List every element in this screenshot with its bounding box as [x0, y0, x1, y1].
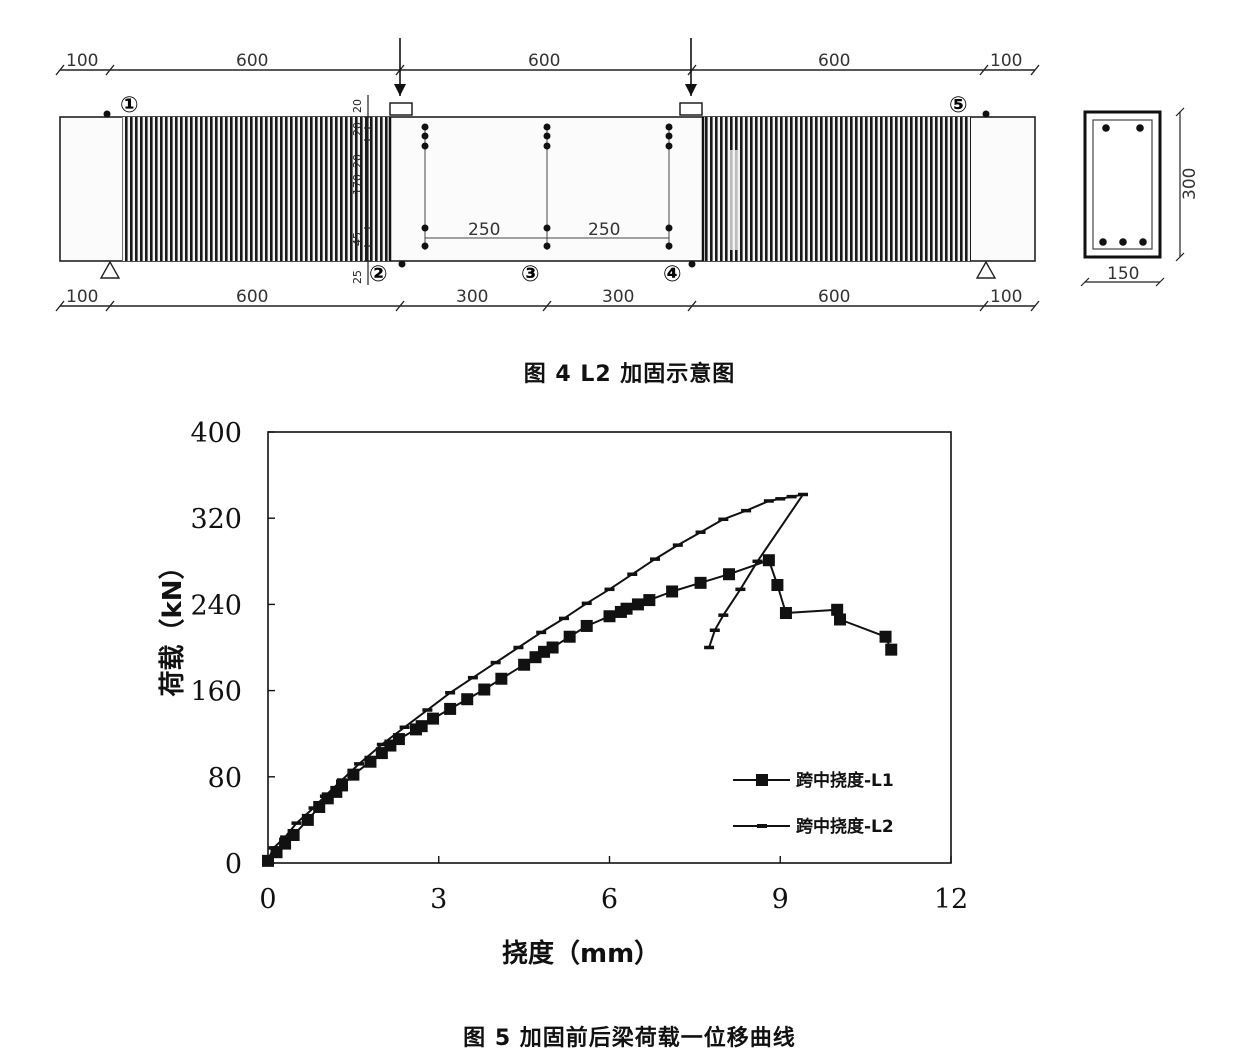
point-label-3: ③	[521, 262, 540, 287]
vdim-6: 25	[351, 270, 364, 284]
bottom-dim-1: 100	[66, 287, 98, 307]
y-tick-label: 320	[190, 504, 242, 535]
l1-point	[347, 768, 360, 781]
point-label-5: ⑤	[949, 93, 968, 118]
l1-point	[580, 619, 593, 632]
l1-point	[287, 828, 300, 841]
x-tick-label: 12	[934, 884, 968, 915]
strain-gauge-dots	[103, 110, 990, 268]
l1-point	[301, 813, 314, 826]
plot-frame	[267, 431, 952, 864]
bottom-dim-3: 300	[456, 287, 488, 307]
vdim-3: 170	[351, 174, 364, 195]
top-dim-4: 600	[818, 51, 850, 71]
l1-point	[771, 579, 784, 592]
l1-point	[335, 779, 348, 792]
l1-point	[392, 733, 405, 746]
l1-point	[779, 607, 792, 620]
y-tick-label: 400	[190, 418, 242, 449]
y-tick-label: 0	[225, 849, 242, 880]
support-right	[975, 260, 997, 279]
l1-point	[461, 693, 474, 706]
top-dim-5: 100	[990, 51, 1022, 71]
legend-label-l2: 跨中挠度-L2	[796, 816, 894, 837]
l1-point	[427, 712, 440, 725]
l1-point	[694, 576, 707, 589]
bottom-dim-2: 600	[236, 287, 268, 307]
l1-point	[631, 598, 644, 611]
l1-point	[879, 630, 892, 643]
bottom-dim-6: 100	[990, 287, 1022, 307]
top-dimension-line	[55, 64, 1040, 76]
top-dim-3: 600	[528, 51, 560, 71]
l1-point	[603, 610, 616, 623]
inner-dim-2: 250	[588, 220, 620, 240]
bottom-dim-5: 600	[818, 287, 850, 307]
l1-point	[831, 603, 844, 616]
x-tick-label: 3	[430, 884, 447, 915]
point-label-4: ④	[663, 262, 682, 287]
cfrp-strips-right	[703, 117, 971, 261]
x-tick-label: 6	[601, 884, 618, 915]
legend-label-l1: 跨中挠度-L1	[796, 770, 894, 791]
l1-point	[518, 658, 531, 671]
series-line-2	[267, 493, 804, 861]
l1-point	[478, 683, 491, 696]
beam-schematic: 100 600 600 600 100 250 250	[55, 38, 1200, 312]
cfrp-strips-left	[122, 117, 390, 261]
cross-section	[1080, 107, 1185, 287]
l1-point	[563, 630, 576, 643]
l1-point	[834, 613, 847, 626]
l1-point	[643, 594, 656, 607]
y-tick-label: 80	[208, 763, 242, 794]
figure5-caption: 图 5 加固前后梁荷载一位移曲线	[463, 1026, 796, 1051]
load-arrow-left	[389, 38, 413, 116]
l1-point	[495, 672, 508, 685]
inner-dim-1: 250	[468, 220, 500, 240]
section-width-label: 150	[1107, 264, 1139, 284]
y-tick-label: 240	[190, 590, 242, 621]
l1-point	[415, 720, 428, 733]
x-tick-label: 0	[259, 884, 276, 915]
l1-point	[444, 702, 457, 715]
bottom-dimension-line	[55, 300, 1040, 312]
x-tick-label: 9	[772, 884, 789, 915]
vdim-5: 45	[351, 232, 364, 246]
l1-point	[666, 585, 679, 598]
load-arrow-right	[679, 38, 703, 116]
vdim-4: 20	[351, 154, 364, 168]
vdim-2: 20	[351, 122, 364, 136]
section-height-label: 300	[1180, 168, 1200, 200]
bottom-dim-4: 300	[602, 287, 634, 307]
l1-point	[546, 641, 559, 654]
legend: 跨中挠度-L1 跨中挠度-L2	[733, 770, 894, 837]
point-label-2: ②	[369, 262, 388, 287]
l1-point	[723, 568, 736, 581]
l1-point	[364, 755, 377, 768]
x-axis-label: 挠度（mm）	[502, 938, 660, 969]
figure4-caption: 图 4 L2 加固示意图	[523, 362, 736, 387]
l1-point	[620, 602, 633, 615]
point-label-1: ①	[120, 93, 139, 118]
support-left	[99, 260, 121, 279]
y-axis-label: 荷载（kN）	[158, 553, 188, 696]
vdim-1: 20	[351, 99, 364, 113]
l1-point	[762, 554, 775, 567]
y-tick-label: 160	[190, 677, 242, 708]
top-dim-2: 600	[236, 51, 268, 71]
series-line-1	[267, 559, 893, 862]
top-dim-1: 100	[66, 51, 98, 71]
l1-point	[885, 643, 898, 656]
vertical-dimension-line	[364, 95, 372, 285]
